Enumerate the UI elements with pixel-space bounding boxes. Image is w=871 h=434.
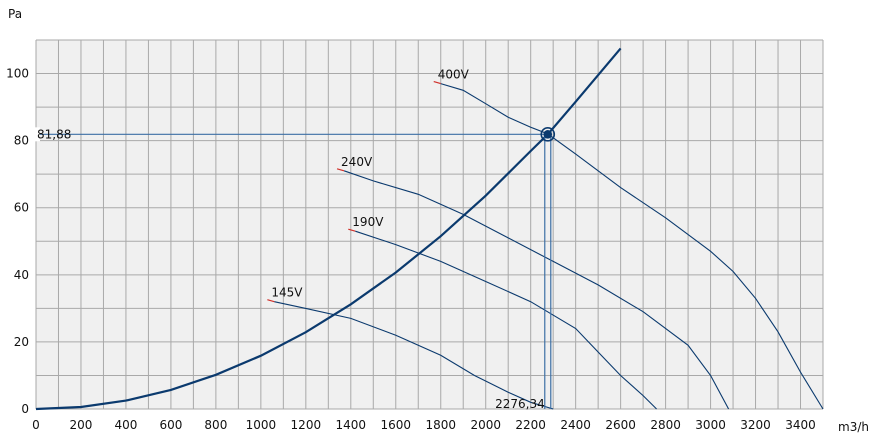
x-tick-label: 1000: [246, 418, 277, 432]
system-curve: [35, 47, 622, 411]
x-tick-label: 1600: [380, 418, 411, 432]
series-start-tick: [348, 228, 356, 232]
x-axis: 0 200 400 600 800 1000 1200 1400 1600 1800 2000 220…: [32, 418, 816, 432]
y-axis-label: Pa: [8, 7, 22, 21]
fan-curve-145v: [274, 301, 554, 410]
series-labels: 400V 240V 190V 145V: [267, 68, 470, 303]
x-tick-label: 1800: [425, 418, 456, 432]
x-tick-label: 1400: [336, 418, 367, 432]
series-label-145v: 145V: [271, 286, 303, 300]
x-tick-label: 3200: [740, 418, 771, 432]
plot-area: [36, 40, 823, 409]
operating-point-y-label: 81,88: [37, 127, 71, 141]
operating-point-marker: [543, 130, 553, 139]
series-start-tick: [336, 168, 345, 172]
x-tick-label: 3000: [695, 418, 726, 432]
y-value-label-bg: [34, 127, 40, 142]
x-tick-label: 2000: [470, 418, 501, 432]
curves: [35, 47, 824, 411]
y-tick-label: 80: [14, 134, 29, 148]
x-tick-label: 2600: [605, 418, 636, 432]
y-tick-label: 20: [14, 335, 29, 349]
y-tick-label: 0: [21, 402, 29, 416]
series-label-190v: 190V: [352, 215, 384, 229]
x-axis-label: m3/h: [838, 420, 869, 434]
fan-curve-400v: [440, 83, 824, 410]
series-start-tick: [433, 81, 441, 85]
x-tick-label: 2800: [650, 418, 681, 432]
x-tick-label: 2200: [515, 418, 546, 432]
series-label-240v: 240V: [341, 155, 373, 169]
y-tick-label: 40: [14, 268, 29, 282]
y-tick-label: 60: [14, 201, 29, 215]
y-axis: 0 20 40 60 80 100: [6, 67, 29, 416]
x-tick-label: 2400: [560, 418, 591, 432]
y-tick-label: 100: [6, 67, 29, 81]
x-tick-label: 400: [114, 418, 137, 432]
fan-curve-240v: [343, 170, 730, 410]
grid: [35, 39, 824, 410]
series-start-tick: [267, 299, 275, 303]
x-tick-label: 1200: [291, 418, 322, 432]
x-tick-label: 600: [159, 418, 182, 432]
x-tick-label: 0: [32, 418, 40, 432]
x-tick-label: 800: [204, 418, 227, 432]
operating-point-group: 81,88 2276,34: [34, 127, 556, 411]
series-label-400v: 400V: [438, 68, 470, 82]
operating-point-ring: [540, 127, 556, 142]
x-tick-label: 200: [70, 418, 93, 432]
x-tick-label: 3400: [785, 418, 816, 432]
operating-point-x-label: 2276,34: [495, 397, 545, 411]
